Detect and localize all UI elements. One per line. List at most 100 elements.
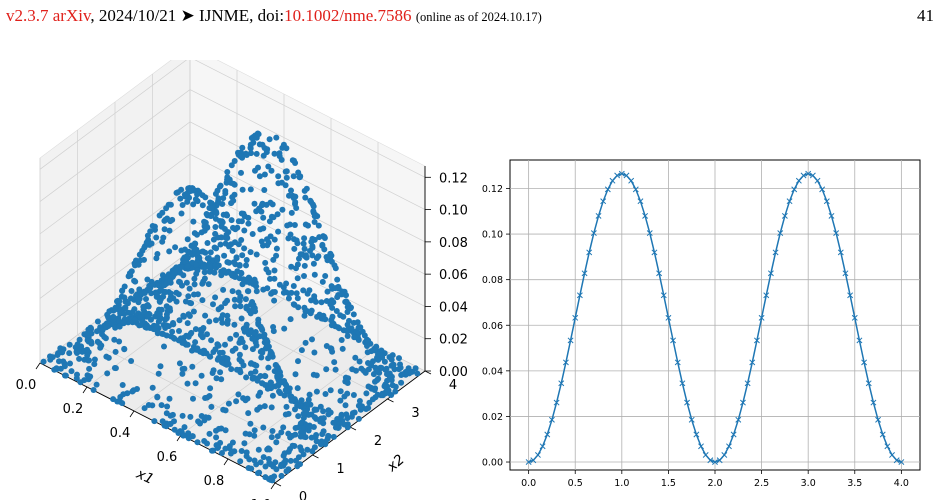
scatter-point: [202, 312, 209, 319]
scatter-point: [242, 327, 249, 334]
scatter-point: [265, 344, 271, 351]
back-grid-z: [189, 121, 426, 243]
version-link[interactable]: v2.3.7 arXiv: [6, 6, 91, 25]
scatter-point: [302, 194, 309, 201]
line-plot: 0.0 0.5 1.0 1.5 2.0 2.5 3.0 3.5 4.0 0.00 0.02 0.04 0…: [482, 159, 921, 489]
scatter-point: [302, 339, 309, 346]
series-marker: [795, 177, 802, 184]
scatter-point: [218, 376, 225, 383]
x1-axis-label: x1: [133, 466, 156, 488]
scatter-point: [251, 276, 258, 283]
series-marker: [772, 249, 779, 256]
scatter-point: [293, 265, 299, 272]
scatter-point: [288, 289, 295, 296]
scatter-point: [311, 349, 318, 356]
scatter-point: [184, 263, 191, 270]
scatter-point: [136, 251, 143, 258]
scatter-point: [300, 287, 307, 294]
scatter-point: [337, 397, 344, 404]
scatter-point: [161, 343, 167, 350]
header-date: , 2024/10/21 ➤ IJNME, doi:: [90, 6, 285, 25]
scatter-point: [220, 286, 227, 293]
scatter-point: [250, 302, 257, 308]
scatter-point: [301, 312, 308, 319]
scatter-point: [323, 254, 330, 260]
series-marker: [656, 270, 663, 277]
scatter-point: [344, 333, 351, 339]
scatter-point: [257, 226, 264, 233]
scatter-point: [319, 278, 326, 285]
scatter-point: [116, 323, 123, 330]
scatter-point: [238, 448, 245, 454]
x1-tick-label: 0.6: [157, 450, 178, 465]
series-marker: [693, 431, 700, 438]
series-marker: [698, 443, 704, 450]
scatter-point: [246, 456, 253, 463]
scatter-point: [191, 291, 197, 298]
scatter-point: [249, 231, 256, 237]
scatter-point: [51, 366, 58, 373]
scatter-point: [301, 245, 308, 252]
scatter-point: [243, 321, 250, 328]
plot3d-points: [40, 130, 421, 484]
scatter-point: [327, 387, 334, 394]
scatter-point: [77, 379, 84, 386]
scatter-point: [282, 411, 289, 418]
scatter-point: [249, 346, 256, 353]
scatter-point: [68, 368, 75, 375]
x-tick-label: 2.5: [754, 478, 769, 489]
scatter-point: [180, 313, 187, 320]
scatter-point: [231, 321, 238, 328]
scatter-point: [243, 303, 250, 310]
scatter-point: [187, 413, 194, 420]
scatter-point: [206, 263, 213, 270]
scatter-point: [332, 265, 339, 272]
scatter-point: [164, 403, 171, 410]
scatter-point: [233, 331, 240, 338]
scatter-point: [191, 245, 198, 252]
scatter-point: [180, 338, 187, 345]
scatter-point: [190, 308, 197, 315]
scatter-point: [253, 134, 260, 141]
scatter-point: [330, 433, 337, 440]
series-marker: [861, 359, 868, 366]
scatter-point: [173, 289, 180, 296]
scatter-point: [392, 388, 399, 395]
scatter-point: [185, 311, 192, 318]
scatter-point: [224, 320, 231, 327]
scatter-point: [250, 306, 257, 313]
scatter-point: [344, 424, 351, 431]
scatter-point: [271, 236, 278, 243]
scatter-point: [245, 220, 252, 227]
scatter-point: [242, 430, 249, 437]
scatter-point: [262, 259, 269, 266]
scatter-point: [231, 259, 237, 266]
scatter-point: [54, 352, 61, 358]
scatter-point: [213, 427, 219, 434]
scatter-point: [310, 371, 317, 378]
scatter-point: [358, 365, 365, 372]
scatter-point: [145, 324, 152, 331]
series-marker: [809, 172, 816, 179]
scatter-point: [167, 218, 174, 225]
scatter-point: [275, 173, 282, 180]
scatter-point: [140, 303, 147, 310]
scatter-point: [388, 377, 395, 384]
scatter-point: [209, 447, 215, 454]
scatter-point: [301, 273, 307, 279]
scatter-point: [230, 197, 237, 204]
scatter-point: [143, 239, 150, 246]
doi-link[interactable]: 10.1002/nme.7586: [284, 6, 412, 25]
scatter-point: [355, 324, 362, 331]
scatter-point: [375, 356, 382, 363]
scatter-point: [283, 174, 290, 181]
x2-tick-label: 1: [336, 462, 344, 477]
scatter-point: [264, 446, 271, 453]
scatter-point: [205, 255, 212, 261]
series-marker: [721, 452, 728, 458]
series-marker: [777, 230, 784, 237]
scatter-point: [200, 347, 207, 354]
scatter-point: [262, 463, 269, 470]
scatter-point: [252, 368, 259, 375]
scatter-point: [305, 222, 311, 229]
